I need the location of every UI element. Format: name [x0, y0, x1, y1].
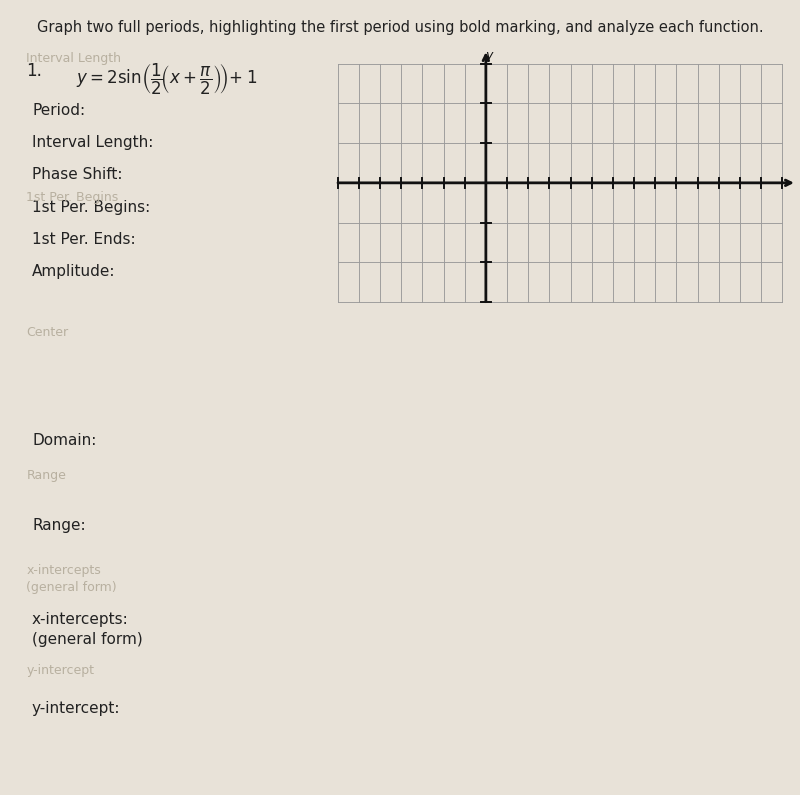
Text: Phase Shift:: Phase Shift:	[32, 167, 122, 182]
Text: y-intercept:: y-intercept:	[32, 701, 121, 716]
Text: Center: Center	[26, 326, 69, 339]
Text: 1st Per. Ends:: 1st Per. Ends:	[32, 232, 136, 247]
Text: Range: Range	[26, 469, 66, 482]
Text: Graph two full periods, highlighting the first period using bold marking, and an: Graph two full periods, highlighting the…	[37, 20, 763, 35]
Text: Interval Length: Interval Length	[26, 52, 122, 64]
Text: x-intercepts:
(general form): x-intercepts: (general form)	[32, 612, 142, 647]
Text: Period:: Period:	[32, 103, 85, 118]
Text: y: y	[486, 49, 493, 62]
Text: Domain:: Domain:	[32, 433, 96, 448]
Text: 1.: 1.	[26, 62, 42, 80]
Text: $y = 2\sin\!\left(\dfrac{1}{2}\!\left(x + \dfrac{\pi}{2}\right)\!\right)\!+1$: $y = 2\sin\!\left(\dfrac{1}{2}\!\left(x …	[76, 62, 257, 97]
Text: 1st Per. Begins:: 1st Per. Begins:	[32, 200, 150, 215]
Text: Amplitude:: Amplitude:	[32, 264, 115, 279]
Text: Range:: Range:	[32, 518, 86, 533]
Text: x-intercepts
(general form): x-intercepts (general form)	[26, 564, 117, 595]
Text: Interval Length:: Interval Length:	[32, 135, 154, 150]
Text: y-intercept: y-intercept	[26, 664, 94, 677]
Text: 1st Per. Begins: 1st Per. Begins	[26, 191, 118, 204]
